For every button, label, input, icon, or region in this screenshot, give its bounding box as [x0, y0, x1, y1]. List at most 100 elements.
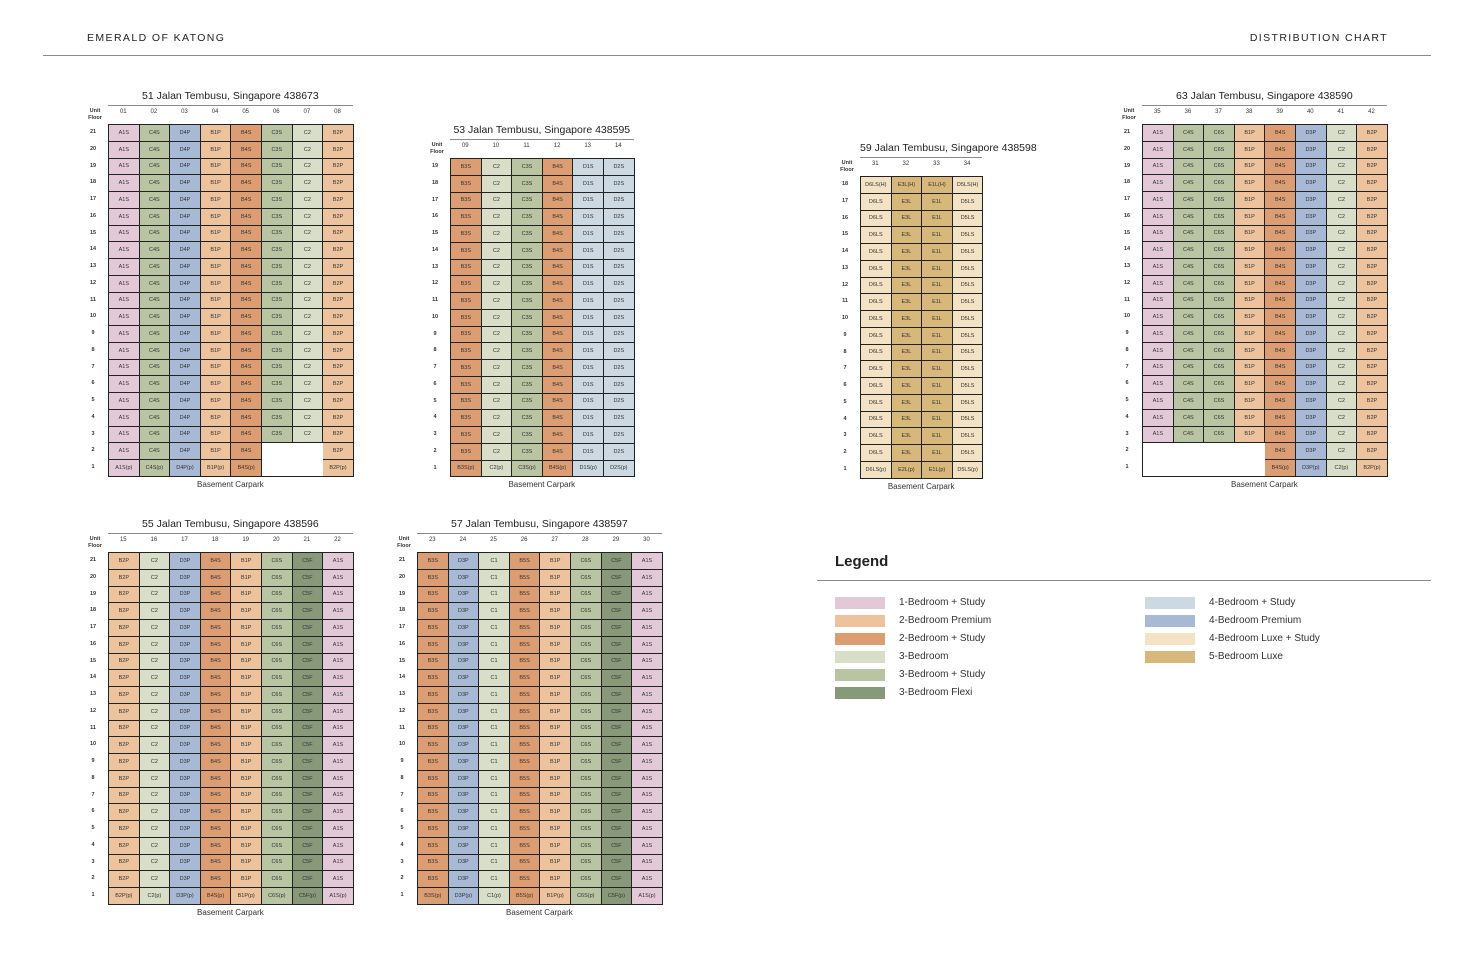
unit-cell: C4S	[139, 242, 171, 259]
unit-cell: C2	[139, 804, 171, 821]
unit-cell: B5S	[509, 821, 541, 838]
unit-cell: D6LS	[861, 428, 892, 445]
unit-cell: B4S	[231, 192, 262, 209]
unit-cell: B1P(p)	[200, 460, 232, 477]
unit-cell: D6LS(H)	[861, 177, 892, 194]
unit-cell: C6S	[262, 854, 293, 872]
floor-number: 7	[400, 791, 404, 798]
unit-cell: C2	[1326, 292, 1358, 310]
unit-cell: C3S	[262, 393, 293, 410]
unit-cell: C2	[139, 603, 171, 620]
unit-cell: C3S	[262, 292, 293, 310]
unit-cell	[1173, 460, 1205, 477]
unit-cell: C5F	[601, 603, 633, 620]
unit-cell: B4S	[231, 125, 262, 142]
unit-cell: A1S	[323, 553, 354, 570]
unit-number: 36	[1184, 109, 1192, 115]
unit-cell: B4S	[1265, 393, 1296, 410]
unit-cell: D3P	[170, 770, 201, 788]
unit-cell: B1P	[540, 787, 571, 805]
unit-cell: C4S	[139, 292, 171, 310]
unit-cell: E1L	[922, 378, 953, 395]
unit-cell: B3S	[418, 586, 449, 604]
unit-cell: D3P	[170, 620, 201, 637]
unit-cell: B1P	[540, 770, 571, 788]
unit-cell: E1L	[922, 210, 953, 228]
unit-cell: B2P	[1357, 125, 1388, 142]
unit-cell: C6S	[262, 821, 293, 838]
unit-cell: C2	[481, 259, 513, 277]
unit-cell: E1L	[922, 294, 953, 311]
unit-cell: D3P	[1296, 409, 1327, 427]
unit-cell: D3P	[448, 770, 480, 788]
unit-cell: C2	[1326, 309, 1358, 326]
unit-cell: A1S	[109, 208, 140, 226]
floor-number: 20	[398, 573, 406, 580]
column-header-rule	[417, 533, 662, 534]
unit-cell: C6S	[1204, 393, 1235, 410]
unit-cell: C3S	[512, 427, 543, 444]
unit-cell: C3S	[262, 259, 293, 276]
floor-number: 6	[1125, 380, 1129, 387]
unit-cell: C6S	[262, 787, 293, 805]
unit-cell: A1S	[109, 275, 140, 293]
unit-cell: B3S	[418, 670, 449, 687]
legend-label: 3-Bedroom	[899, 651, 949, 662]
basement-label: Basement Carpark	[887, 481, 955, 491]
unit-cell: A1S	[109, 141, 140, 159]
unit-cell: B1P	[231, 603, 262, 620]
floor-number: 15	[89, 229, 97, 236]
unit-cell: B2P	[109, 569, 140, 587]
floor-number: 1	[400, 892, 404, 898]
unit-cell: C4S	[139, 326, 171, 343]
unit-cell: B2P	[323, 359, 354, 377]
unit-cell: B1P	[231, 770, 262, 788]
floor-number: 8	[91, 346, 95, 353]
unit-cell: D4P	[170, 208, 201, 226]
unit-cell: B1P	[231, 821, 262, 838]
unit-label: Unit	[431, 142, 443, 148]
unit-cell: B4S(p)	[200, 888, 232, 905]
floor-number: 1	[91, 464, 95, 470]
unit-cell: C3S	[512, 159, 543, 176]
unit-cell: C1	[479, 804, 510, 821]
floor-number: 5	[91, 825, 95, 831]
unit-cell: B1P	[540, 620, 571, 637]
unit-cell: A1S	[1143, 426, 1174, 444]
unit-cell: B4S	[542, 410, 574, 427]
floor-number: 16	[89, 212, 97, 219]
unit-cell: D4P	[170, 443, 201, 460]
unit-cell: B4S	[200, 603, 232, 620]
unit-cell: D1S	[573, 192, 604, 210]
unit-cell: C2	[1326, 192, 1358, 209]
unit-number: 10	[492, 143, 500, 149]
unit-cell: D5LS	[952, 428, 984, 445]
unit-cell: C2	[481, 443, 513, 461]
unit-cell: D3P	[1296, 192, 1327, 209]
unit-cell: A1S	[1143, 275, 1174, 293]
floor-number: 14	[431, 246, 439, 253]
unit-cell: D1S	[573, 376, 604, 394]
unit-cell: C6S	[571, 569, 602, 587]
unit-cell: B2P	[1357, 208, 1388, 226]
floor-number: 15	[398, 657, 406, 664]
legend-item: 5-Bedroom Luxe	[1145, 650, 1283, 663]
unit-cell: C5F	[601, 720, 633, 738]
unit-cell: A1S	[1143, 376, 1174, 393]
unit-cell: B2P	[323, 393, 354, 410]
floor-number: 5	[433, 397, 437, 404]
unit-cell: C6S	[1204, 342, 1235, 360]
unit-cell: B1P	[1234, 192, 1266, 209]
unit-cell: D2S	[604, 259, 635, 277]
floor-number: 17	[841, 197, 849, 204]
unit-cell: C2	[481, 209, 513, 226]
unit-cell: C2	[139, 636, 171, 654]
unit-cell: D3P	[1296, 359, 1327, 377]
unit-cell: D3P	[170, 821, 201, 838]
unit-cell: B4S	[542, 276, 574, 293]
unit-cell: B1P	[200, 208, 232, 226]
unit-cell: C6S	[1204, 359, 1235, 377]
unit-cell: A1S	[632, 636, 663, 654]
unit-number: 23	[428, 537, 436, 543]
unit-cell: C2	[1326, 342, 1358, 360]
